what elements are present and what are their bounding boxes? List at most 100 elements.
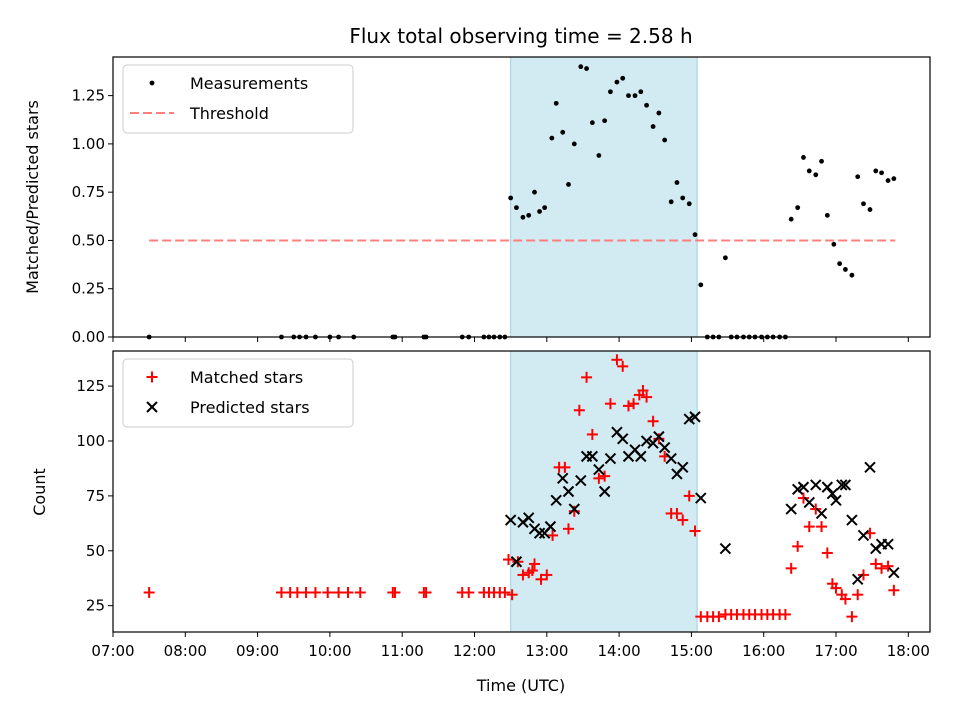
measurement-point [526, 212, 532, 218]
predicted-star-point [797, 481, 810, 493]
measurement-point [560, 129, 566, 135]
measurement-point [656, 110, 662, 116]
chart-title: Flux total observing time = 2.58 h [349, 24, 692, 48]
matched-star-point [713, 611, 725, 623]
predicted-marker-b [575, 474, 587, 487]
matched-star-point [797, 492, 809, 504]
matched-star-point [143, 586, 155, 598]
x-tick-label: 08:00 [164, 642, 207, 660]
x-tick-label: 16:00 [742, 642, 785, 660]
predicted-marker-b [598, 485, 611, 498]
measurement-point [644, 102, 649, 108]
legend-predicted-marker-b [146, 401, 158, 413]
predicted-star-point [677, 461, 689, 474]
x-tick-label: 12:00 [453, 642, 496, 660]
measurement-point [520, 214, 526, 220]
predicted-marker-b [888, 567, 900, 579]
measurement-point [843, 267, 848, 272]
matched-star-point [535, 573, 547, 585]
predicted-star-point [653, 430, 665, 443]
matched-star-point [821, 547, 833, 559]
legend-measurement-marker [149, 80, 155, 86]
matched-star-point [502, 554, 514, 566]
matched-star-point [647, 415, 659, 427]
measurement-point [674, 180, 680, 185]
measurement-point [596, 153, 602, 158]
predicted-star-point [586, 450, 599, 463]
top-axes-frame [112, 56, 931, 338]
predicted-star-point [665, 452, 677, 465]
matched-star-point [683, 490, 695, 502]
matched-star-point [506, 589, 518, 601]
matched-star-point [803, 521, 815, 533]
measurement-point [867, 207, 873, 212]
measurement-point [879, 170, 884, 176]
predicted-marker-b [851, 573, 864, 586]
matched-star-point [322, 586, 334, 598]
matched-star-point [689, 525, 701, 537]
predicted-marker-b [826, 487, 839, 500]
matched-star-point [888, 584, 900, 596]
measurement-point [662, 137, 668, 143]
predicted-marker-b [797, 481, 810, 493]
bottom-y-tick-label: 125 [76, 377, 105, 395]
matched-star-point [581, 371, 593, 383]
top-y-tick-label: 0.25 [72, 280, 105, 298]
measurement-point [861, 201, 866, 207]
predicted-marker-b [617, 433, 629, 445]
bottom-y-tick-label: 25 [86, 597, 105, 615]
matched-star-point [389, 586, 401, 598]
predicted-star-point [523, 512, 535, 524]
matched-star-point [677, 514, 689, 526]
measurement-point [885, 178, 891, 183]
predicted-marker-b [629, 444, 641, 456]
measurement-point [514, 205, 519, 211]
top-y-tick-label: 1.00 [72, 135, 105, 153]
predicted-star-point [593, 463, 605, 476]
predicted-star-point [689, 411, 701, 423]
predicted-marker-b [510, 556, 523, 568]
predicted-marker-b [523, 512, 535, 524]
matched-star-point [309, 586, 321, 598]
measurement-point [584, 66, 589, 71]
matched-star-point [852, 589, 864, 601]
x-tick-label: 18:00 [887, 642, 930, 660]
matched-star-point [354, 586, 366, 598]
matched-star-point [637, 385, 649, 397]
x-tick-label: 13:00 [525, 642, 568, 660]
predicted-star-point [533, 527, 546, 539]
measurement-point [692, 232, 698, 238]
matched-star-point [671, 507, 683, 519]
legend-box [122, 358, 354, 428]
predicted-marker-b [562, 485, 575, 498]
matched-star-point [653, 433, 665, 445]
matched-star-point [617, 360, 629, 372]
predicted-marker-b [882, 538, 894, 550]
matched-star-point [779, 608, 791, 620]
predicted-star-point [658, 441, 671, 454]
matched-star-point [342, 586, 354, 598]
measurement-point [620, 75, 626, 81]
x-tick-label: 15:00 [670, 642, 713, 660]
predicted-marker-b [839, 479, 852, 491]
predicted-star-point [851, 573, 864, 586]
predicted-marker-b [857, 529, 870, 542]
predicted-star-point [815, 507, 828, 520]
measurement-point [806, 168, 812, 174]
matched-star-point [628, 398, 640, 410]
predicted-star-point [598, 485, 611, 498]
measurement-point [698, 282, 704, 288]
measurement-point [566, 182, 571, 187]
legend-entry: Matched stars [146, 368, 303, 387]
x-tick-label: 14:00 [597, 642, 640, 660]
legend-label: Threshold [189, 104, 269, 123]
top-y-tick-label: 0.75 [72, 183, 105, 201]
predicted-marker-b [593, 463, 605, 476]
matched-star-point [547, 529, 559, 541]
legend-entry: Predicted stars [146, 398, 310, 417]
measurement-point [650, 124, 656, 129]
predicted-star-point [803, 496, 815, 509]
predicted-star-point [635, 450, 647, 463]
matched-star-point [623, 400, 635, 412]
matched-star-point [604, 398, 616, 410]
